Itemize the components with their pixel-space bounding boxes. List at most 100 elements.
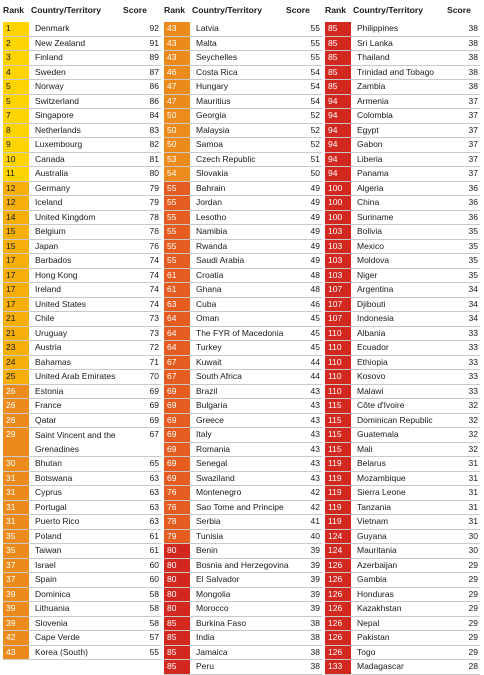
score-cell: 49 bbox=[310, 211, 320, 222]
rank-cell: 43 bbox=[164, 51, 190, 65]
rank-cell: 31 bbox=[3, 500, 29, 514]
rank-cell: 26 bbox=[3, 384, 29, 398]
country-cell: Korea (South) bbox=[35, 646, 88, 657]
table-row: 25 United Arab Emirates 70 bbox=[3, 370, 161, 385]
rank-cell: 55 bbox=[164, 210, 190, 224]
country-cell: Egypt bbox=[357, 124, 379, 135]
table-row: 78 Serbia 41 bbox=[164, 515, 322, 530]
table-row: 31 Puerto Rico 63 bbox=[3, 515, 161, 530]
rank-cell: 110 bbox=[325, 384, 351, 398]
country-cell: Kazakhstan bbox=[357, 603, 402, 613]
score-cell: 49 bbox=[310, 197, 320, 207]
score-cell: 76 bbox=[149, 226, 159, 236]
table-row: 79 Tunisia 40 bbox=[164, 529, 322, 544]
score-cell: 91 bbox=[149, 37, 159, 48]
table-row: 8 Netherlands 83 bbox=[3, 123, 161, 138]
country-cell: Nepal bbox=[357, 617, 380, 628]
country-cell: Sierra Leone bbox=[357, 487, 406, 497]
score-cell: 38 bbox=[468, 23, 478, 33]
country-cell: Brazil bbox=[196, 385, 218, 396]
country-cell: Mauritania bbox=[357, 545, 397, 555]
rank-cell: 69 bbox=[164, 457, 190, 471]
rank-cell: 64 bbox=[164, 326, 190, 340]
table-row: 126 Azerbaijan 29 bbox=[325, 558, 480, 573]
table-row: 110 Malawi 33 bbox=[325, 384, 480, 399]
country-cell: Sri Lanka bbox=[357, 37, 393, 48]
table-row: 133 Madagascar 28 bbox=[325, 660, 480, 675]
table-row: 126 Togo 29 bbox=[325, 645, 480, 660]
country-cell: Samoa bbox=[196, 139, 223, 149]
table-row: 94 Gabon 37 bbox=[325, 138, 480, 153]
table-row: 50 Samoa 52 bbox=[164, 138, 322, 153]
rank-cell: 85 bbox=[164, 631, 190, 645]
rank-cell: 31 bbox=[3, 515, 29, 529]
table-row: 17 Ireland 74 bbox=[3, 283, 161, 298]
score-cell: 55 bbox=[310, 52, 320, 62]
column-header: Rank Country/Territory Score bbox=[164, 0, 322, 22]
rank-cell: 55 bbox=[164, 239, 190, 253]
table-row: 55 Saudi Arabia 49 bbox=[164, 254, 322, 269]
score-cell: 55 bbox=[149, 646, 159, 657]
table-row: 67 South Africa 44 bbox=[164, 370, 322, 385]
score-cell: 34 bbox=[468, 298, 478, 309]
table-row: 100 Algeria 36 bbox=[325, 181, 480, 196]
score-cell: 33 bbox=[468, 342, 478, 352]
rank-cell: 133 bbox=[325, 660, 351, 674]
table-row: 35 Poland 61 bbox=[3, 529, 161, 544]
country-cell: Slovenia bbox=[35, 617, 68, 628]
country-cell: India bbox=[196, 632, 215, 642]
rank-cell: 67 bbox=[164, 370, 190, 384]
rank-cell: 103 bbox=[325, 225, 351, 239]
rank-cell: 103 bbox=[325, 254, 351, 268]
rank-cell: 46 bbox=[164, 65, 190, 79]
table-row: 69 Brazil 43 bbox=[164, 384, 322, 399]
score-header: Score bbox=[286, 5, 310, 15]
score-cell: 38 bbox=[310, 632, 320, 642]
score-cell: 29 bbox=[468, 574, 478, 584]
rank-cell: 67 bbox=[164, 355, 190, 369]
table-row: 17 United States 74 bbox=[3, 297, 161, 312]
country-cell: Senegal bbox=[196, 458, 228, 468]
score-cell: 31 bbox=[468, 516, 478, 526]
score-cell: 32 bbox=[468, 443, 478, 454]
country-cell: United Kingdom bbox=[35, 211, 96, 222]
country-cell: Moldova bbox=[357, 255, 390, 265]
country-cell: Montenegro bbox=[196, 487, 242, 497]
rank-cell: 80 bbox=[164, 544, 190, 558]
table-row: 39 Slovenia 58 bbox=[3, 616, 161, 631]
score-cell: 37 bbox=[468, 139, 478, 149]
country-cell: Thailand bbox=[357, 52, 390, 62]
ranking-column-1: Rank Country/Territory Score 1 Denmark 92 2… bbox=[3, 0, 161, 660]
rank-cell: 25 bbox=[3, 370, 29, 384]
rank-cell: 5 bbox=[3, 80, 29, 94]
country-cell: Croatia bbox=[196, 269, 224, 280]
score-cell: 74 bbox=[149, 269, 159, 280]
table-row: 115 Côte d'Ivoire 32 bbox=[325, 399, 480, 414]
score-cell: 46 bbox=[310, 298, 320, 309]
score-cell: 63 bbox=[149, 487, 159, 497]
table-row: 39 Lithuania 58 bbox=[3, 602, 161, 617]
table-row: 26 Qatar 69 bbox=[3, 413, 161, 428]
score-cell: 57 bbox=[149, 632, 159, 642]
score-cell: 63 bbox=[149, 501, 159, 512]
rank-cell: 69 bbox=[164, 428, 190, 442]
rank-cell: 69 bbox=[164, 399, 190, 413]
rank-cell: 7 bbox=[3, 109, 29, 123]
table-row: 103 Niger 35 bbox=[325, 268, 480, 283]
country-cell: Italy bbox=[196, 429, 212, 439]
country-cell: Indonesia bbox=[357, 313, 394, 323]
score-cell: 78 bbox=[149, 211, 159, 222]
country-cell: Romania bbox=[196, 443, 231, 454]
rank-cell: 119 bbox=[325, 457, 351, 471]
country-cell: Mexico bbox=[357, 240, 384, 251]
rank-cell: 69 bbox=[164, 442, 190, 456]
rank-cell: 11 bbox=[3, 167, 29, 181]
table-row: 23 Austria 72 bbox=[3, 341, 161, 356]
rank-cell: 37 bbox=[3, 573, 29, 587]
table-row: 110 Ecuador 33 bbox=[325, 341, 480, 356]
country-cell: United States bbox=[35, 298, 87, 309]
score-cell: 82 bbox=[149, 139, 159, 149]
table-row: 85 Burkina Faso 38 bbox=[164, 616, 322, 631]
rank-header: Rank bbox=[3, 5, 25, 15]
country-cell: Dominican Republic bbox=[357, 414, 433, 425]
